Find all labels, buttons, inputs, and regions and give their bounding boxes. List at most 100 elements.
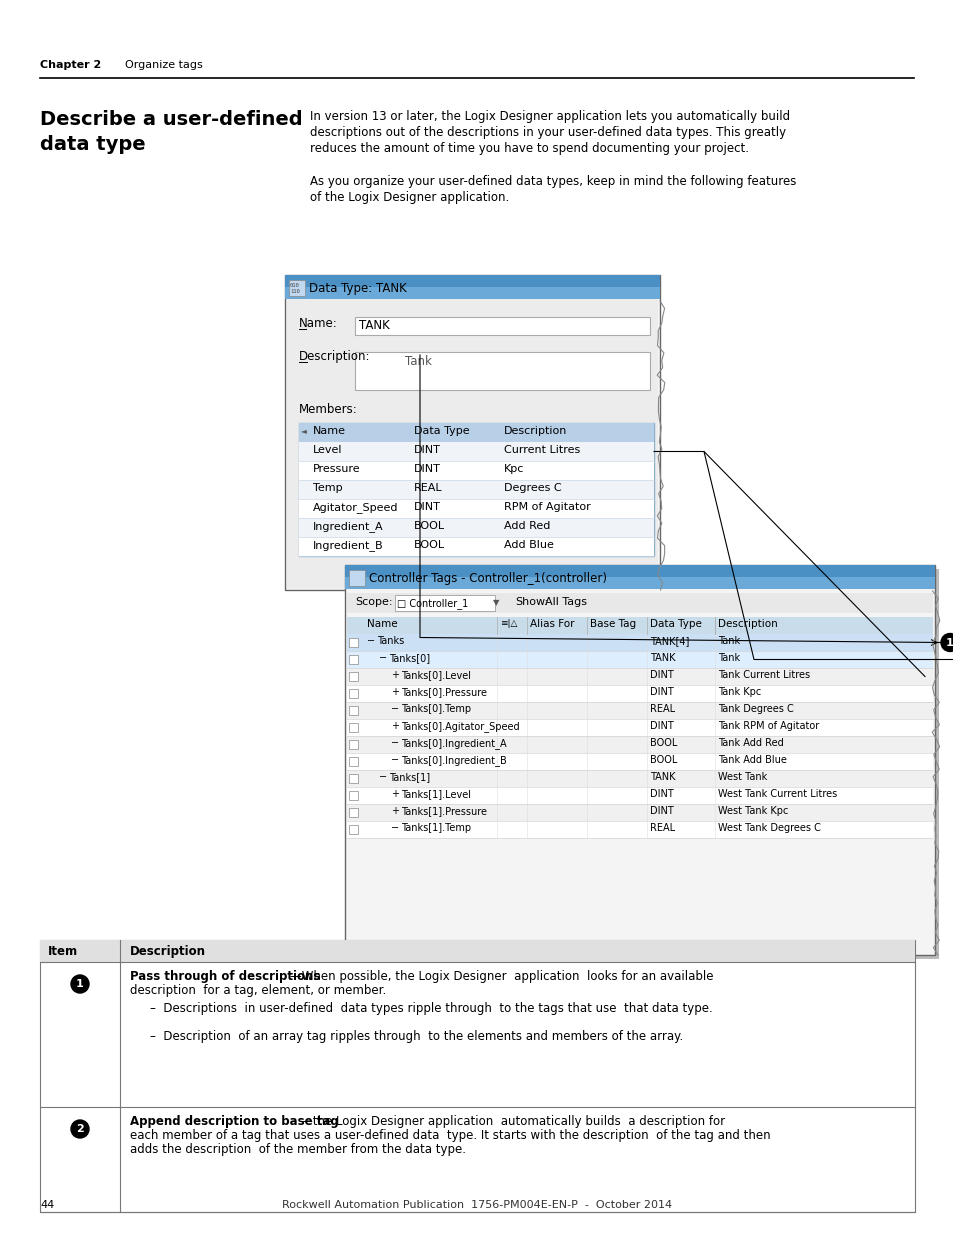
FancyBboxPatch shape bbox=[349, 774, 357, 783]
Text: Tank RPM of Agitator: Tank RPM of Agitator bbox=[718, 721, 819, 731]
Text: TANK[4]: TANK[4] bbox=[649, 636, 689, 646]
FancyBboxPatch shape bbox=[347, 634, 932, 651]
FancyBboxPatch shape bbox=[345, 577, 934, 589]
Text: All Tags: All Tags bbox=[544, 597, 586, 606]
FancyBboxPatch shape bbox=[355, 317, 649, 335]
FancyBboxPatch shape bbox=[395, 595, 495, 611]
Text: Tank: Tank bbox=[718, 653, 740, 663]
FancyBboxPatch shape bbox=[347, 685, 932, 701]
Text: Description: Description bbox=[503, 426, 567, 436]
Text: Tank Current Litres: Tank Current Litres bbox=[718, 671, 809, 680]
FancyBboxPatch shape bbox=[347, 736, 932, 753]
FancyBboxPatch shape bbox=[349, 689, 357, 698]
Text: Tanks[0].Level: Tanks[0].Level bbox=[400, 671, 471, 680]
Text: Tanks[0].Ingredient_A: Tanks[0].Ingredient_A bbox=[400, 739, 506, 748]
Text: Tank Degrees C: Tank Degrees C bbox=[718, 704, 793, 714]
Text: BOOL: BOOL bbox=[414, 540, 445, 550]
Text: TANK: TANK bbox=[649, 653, 675, 663]
Text: Tank Add Blue: Tank Add Blue bbox=[718, 755, 786, 764]
Text: BOOL: BOOL bbox=[649, 739, 677, 748]
Text: 1: 1 bbox=[76, 979, 84, 989]
Text: Data Type: Data Type bbox=[414, 426, 469, 436]
Text: –  Descriptions  in user-defined  data types ripple through  to the tags that us: – Descriptions in user-defined data type… bbox=[150, 1002, 712, 1015]
Circle shape bbox=[940, 634, 953, 652]
FancyBboxPatch shape bbox=[40, 940, 914, 962]
FancyBboxPatch shape bbox=[347, 787, 932, 804]
Text: Name:: Name: bbox=[298, 317, 337, 330]
Text: Show:: Show: bbox=[515, 597, 548, 606]
Text: Name: Name bbox=[313, 426, 346, 436]
Text: 1: 1 bbox=[945, 637, 953, 647]
FancyBboxPatch shape bbox=[298, 461, 654, 480]
Text: Tank: Tank bbox=[718, 636, 740, 646]
Text: As you organize your user-defined data types, keep in mind the following feature: As you organize your user-defined data t… bbox=[310, 175, 796, 188]
Text: DINT: DINT bbox=[649, 789, 673, 799]
Text: Data Type: Data Type bbox=[649, 619, 701, 629]
Text: Tanks[1].Temp: Tanks[1].Temp bbox=[400, 823, 471, 832]
Text: Tanks[0]: Tanks[0] bbox=[389, 653, 430, 663]
Text: Tanks[1]: Tanks[1] bbox=[389, 772, 430, 782]
FancyBboxPatch shape bbox=[349, 569, 938, 960]
FancyBboxPatch shape bbox=[347, 804, 932, 821]
Text: West Tank Current Litres: West Tank Current Litres bbox=[718, 789, 837, 799]
Text: Members:: Members: bbox=[298, 403, 357, 416]
Text: REAL: REAL bbox=[414, 483, 442, 493]
FancyBboxPatch shape bbox=[347, 719, 932, 736]
Text: ◄: ◄ bbox=[301, 426, 307, 435]
Text: BOOL: BOOL bbox=[414, 521, 445, 531]
FancyBboxPatch shape bbox=[347, 593, 932, 613]
Text: descriptions out of the descriptions in your user-defined data types. This great: descriptions out of the descriptions in … bbox=[310, 126, 785, 140]
Text: −: − bbox=[367, 636, 375, 646]
Text: DINT: DINT bbox=[649, 721, 673, 731]
FancyBboxPatch shape bbox=[298, 517, 654, 537]
Text: TANK: TANK bbox=[358, 319, 390, 332]
Text: 010
110: 010 110 bbox=[290, 283, 299, 294]
Text: Ingredient_B: Ingredient_B bbox=[313, 540, 383, 551]
Text: DINT: DINT bbox=[414, 501, 440, 513]
FancyBboxPatch shape bbox=[345, 564, 934, 955]
FancyBboxPatch shape bbox=[347, 821, 932, 839]
Text: Agitator_Speed: Agitator_Speed bbox=[313, 501, 398, 513]
Text: +: + bbox=[391, 721, 398, 731]
FancyBboxPatch shape bbox=[349, 825, 357, 834]
Text: REAL: REAL bbox=[649, 704, 675, 714]
Text: —the Logix Designer application  automatically builds  a description for: —the Logix Designer application automati… bbox=[301, 1115, 724, 1128]
Text: Description: Description bbox=[718, 619, 777, 629]
FancyBboxPatch shape bbox=[298, 480, 654, 499]
Text: In version 13 or later, the Logix Designer application lets you automatically bu: In version 13 or later, the Logix Design… bbox=[310, 110, 789, 124]
Text: −: − bbox=[391, 739, 398, 748]
FancyBboxPatch shape bbox=[347, 769, 932, 787]
Text: TANK: TANK bbox=[649, 772, 675, 782]
Text: Current Litres: Current Litres bbox=[503, 445, 579, 454]
FancyBboxPatch shape bbox=[298, 499, 654, 517]
FancyBboxPatch shape bbox=[287, 299, 658, 588]
Text: DINT: DINT bbox=[649, 806, 673, 816]
Text: +: + bbox=[391, 671, 398, 680]
Text: Degrees C: Degrees C bbox=[503, 483, 561, 493]
Text: Temp: Temp bbox=[313, 483, 342, 493]
Text: description  for a tag, element, or member.: description for a tag, element, or membe… bbox=[130, 984, 386, 997]
Text: Level: Level bbox=[313, 445, 342, 454]
Text: 2: 2 bbox=[76, 1124, 84, 1134]
Text: Tanks[0].Temp: Tanks[0].Temp bbox=[400, 704, 471, 714]
Text: ▼: ▼ bbox=[493, 598, 499, 606]
Text: reduces the amount of time you have to spend documenting your project.: reduces the amount of time you have to s… bbox=[310, 142, 748, 156]
Text: Pressure: Pressure bbox=[313, 464, 360, 474]
Text: DINT: DINT bbox=[414, 445, 440, 454]
FancyBboxPatch shape bbox=[285, 275, 659, 590]
Text: each member of a tag that uses a user-defined data  type. It starts with the des: each member of a tag that uses a user-de… bbox=[130, 1129, 770, 1142]
Text: data type: data type bbox=[40, 135, 146, 154]
FancyBboxPatch shape bbox=[349, 790, 357, 800]
FancyBboxPatch shape bbox=[285, 287, 659, 299]
Text: ≡|△: ≡|△ bbox=[499, 619, 517, 629]
FancyBboxPatch shape bbox=[345, 564, 934, 589]
FancyBboxPatch shape bbox=[285, 275, 659, 299]
Text: −: − bbox=[378, 772, 387, 782]
FancyBboxPatch shape bbox=[347, 753, 932, 769]
FancyBboxPatch shape bbox=[349, 808, 357, 818]
Text: Kpc: Kpc bbox=[503, 464, 524, 474]
Text: Tanks[0].Agitator_Speed: Tanks[0].Agitator_Speed bbox=[400, 721, 519, 732]
Text: Rockwell Automation Publication  1756-PM004E-EN-P  -  October 2014: Rockwell Automation Publication 1756-PM0… bbox=[282, 1200, 671, 1210]
Text: BOOL: BOOL bbox=[649, 755, 677, 764]
Text: —When possible, the Logix Designer  application  looks for an available: —When possible, the Logix Designer appli… bbox=[290, 969, 712, 983]
